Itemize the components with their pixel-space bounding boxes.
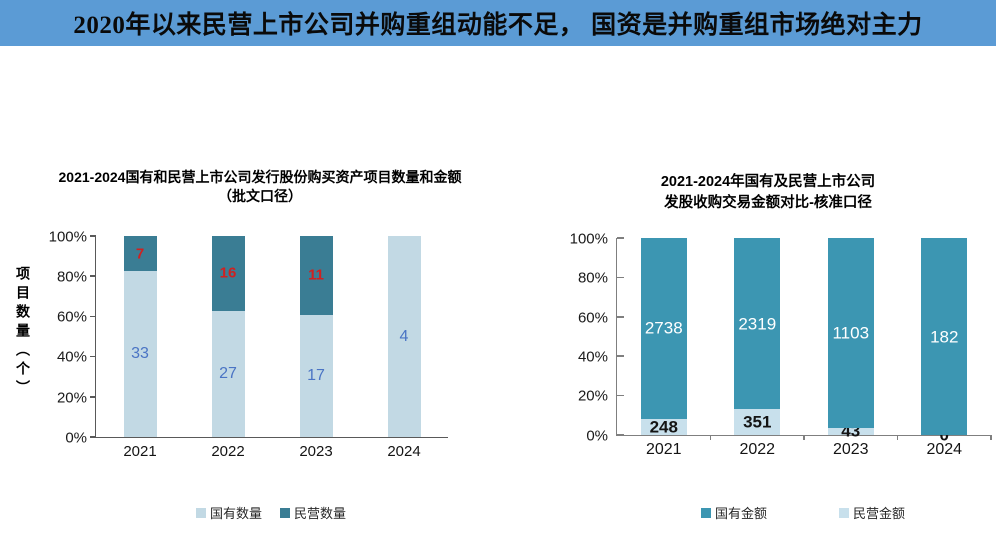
y-tick-label: 60% bbox=[577, 309, 608, 327]
bar-segment-国有金额 bbox=[734, 238, 781, 410]
x-axis-label: 2022 bbox=[739, 441, 776, 458]
y-tick-label: 100% bbox=[569, 230, 608, 248]
bar-segment-国有数量 bbox=[387, 236, 421, 437]
x-tick-mark bbox=[990, 435, 992, 440]
y-tick-label: 60% bbox=[56, 308, 87, 326]
data-label: 2738 bbox=[644, 318, 683, 338]
y-tick-label: 40% bbox=[56, 348, 87, 366]
chart-title-line-1: 2021-2024国有和民营上市公司发行股份购买资产项目数量和金额 bbox=[58, 169, 462, 185]
y-tick-label: 20% bbox=[56, 389, 87, 407]
bar-segment-国有数量 bbox=[123, 271, 157, 437]
x-axis-label: 2022 bbox=[211, 443, 245, 460]
chart-deal-amount: 2021-2024年国有及民营上市公司 发股收购交易金额对比-核准口径 0% 20… bbox=[540, 160, 996, 549]
data-label: 16 bbox=[219, 264, 237, 282]
y-tick-mark bbox=[90, 275, 96, 277]
bar-segment-民营金额 bbox=[827, 427, 874, 435]
data-label: 4 bbox=[399, 327, 409, 345]
data-label: 1103 bbox=[832, 323, 870, 343]
x-tick-mark bbox=[803, 435, 805, 440]
legend-item-民营金额: 民营金额 bbox=[839, 503, 905, 522]
chart-title: 2021-2024国有和民营上市公司发行股份购买资产项目数量和金额 （批文口径） bbox=[0, 168, 520, 206]
data-label: 2319 bbox=[738, 314, 777, 334]
x-tick-mark bbox=[896, 435, 898, 440]
legend-swatch bbox=[195, 507, 206, 518]
legend-swatch bbox=[700, 507, 711, 518]
chart-title-line-2: 发股收购交易金额对比-核准口径 bbox=[664, 195, 872, 211]
bar-segment-民营金额 bbox=[734, 409, 781, 435]
y-tick-mark bbox=[617, 394, 624, 397]
bar-segment-国有数量 bbox=[299, 314, 333, 437]
data-label: 351 bbox=[743, 412, 772, 432]
y-tick-label: 80% bbox=[56, 268, 87, 286]
data-label: 11 bbox=[308, 266, 324, 284]
plot-area: 0% 20% 40% 60% 80% 100% 33 7 2021 27 16 2022 17 11 202… bbox=[49, 229, 448, 459]
legend-label: 民营金额 bbox=[853, 506, 906, 521]
x-tick-mark bbox=[709, 435, 711, 440]
chart-title-line-2: （批文口径） bbox=[218, 188, 302, 204]
x-axis-label: 2021 bbox=[123, 443, 157, 460]
legend-label: 国有金额 bbox=[714, 506, 767, 521]
x-axis-label: 2023 bbox=[299, 443, 333, 460]
legend-label: 民营数量 bbox=[294, 506, 347, 521]
y-tick-mark bbox=[617, 434, 624, 436]
data-label: 33 bbox=[131, 345, 149, 363]
bar-segment-民营数量 bbox=[299, 236, 333, 315]
chart-title: 2021-2024年国有及民营上市公司 发股收购交易金额对比-核准口径 bbox=[540, 172, 996, 214]
bar-segment-国有金额 bbox=[640, 238, 687, 419]
x-axis-label: 2021 bbox=[645, 441, 682, 458]
data-label: 27 bbox=[219, 364, 237, 382]
bar-segment-国有金额 bbox=[921, 238, 968, 435]
chart-title-line-1: 2021-2024年国有及民营上市公司 bbox=[660, 174, 876, 190]
legend-item-国有数量: 国有数量 bbox=[195, 503, 262, 522]
banner: 2020年以来民营上市公司并购重组动能不足， 国资是并购重组市场绝对主力 bbox=[0, 0, 996, 46]
legend-swatch bbox=[839, 507, 849, 518]
banner-title: 2020年以来民营上市公司并购重组动能不足， 国资是并购重组市场绝对主力 bbox=[73, 12, 923, 39]
bar-segment-民营金额 bbox=[640, 418, 687, 435]
legend-label: 国有数量 bbox=[209, 506, 262, 521]
y-tick-label: 20% bbox=[577, 387, 608, 405]
y-tick-label: 40% bbox=[577, 348, 608, 366]
chart-project-count: 2021-2024国有和民营上市公司发行股份购买资产项目数量和金额 （批文口径）… bbox=[0, 160, 520, 549]
y-tick-mark bbox=[90, 235, 96, 237]
legend-item-国有金额: 国有金额 bbox=[700, 503, 767, 522]
data-label: 17 bbox=[307, 366, 325, 384]
x-axis-label: 2023 bbox=[832, 441, 869, 458]
data-label: 0 bbox=[939, 425, 949, 445]
bar-segment-国有数量 bbox=[211, 310, 245, 437]
bar-segment-民营数量 bbox=[123, 236, 157, 272]
data-label: 248 bbox=[649, 417, 678, 437]
y-tick-label: 0% bbox=[65, 429, 87, 447]
legend-swatch bbox=[280, 507, 290, 518]
y-tick-mark bbox=[617, 276, 624, 279]
x-axis-label: 2024 bbox=[387, 443, 421, 460]
y-axis-title: 项目数量（个） bbox=[15, 266, 31, 399]
x-axis-label: 2024 bbox=[926, 441, 963, 458]
legend: 国有数量 民营数量 bbox=[95, 503, 447, 522]
y-tick-label: 0% bbox=[586, 427, 608, 445]
data-label: 7 bbox=[135, 245, 145, 263]
bar-segment-国有金额 bbox=[827, 238, 874, 428]
data-label: 182 bbox=[930, 327, 959, 346]
y-tick-label: 100% bbox=[48, 228, 87, 246]
y-tick-mark bbox=[90, 315, 96, 318]
y-tick-mark bbox=[90, 396, 96, 398]
y-tick-mark bbox=[617, 355, 624, 357]
legend-item-民营数量: 民营数量 bbox=[280, 503, 346, 522]
y-tick-mark bbox=[617, 316, 624, 318]
y-tick-label: 80% bbox=[577, 269, 608, 287]
plot-area: 0% 20% 40% 60% 80% 100% 248 2738 2021 351 2319 2022… bbox=[570, 231, 992, 458]
bar-segment-民营数量 bbox=[211, 236, 245, 311]
y-tick-mark bbox=[90, 355, 96, 358]
legend: 国有金额 民营金额 bbox=[616, 503, 990, 522]
y-tick-mark bbox=[90, 436, 96, 438]
y-tick-mark bbox=[617, 237, 624, 239]
